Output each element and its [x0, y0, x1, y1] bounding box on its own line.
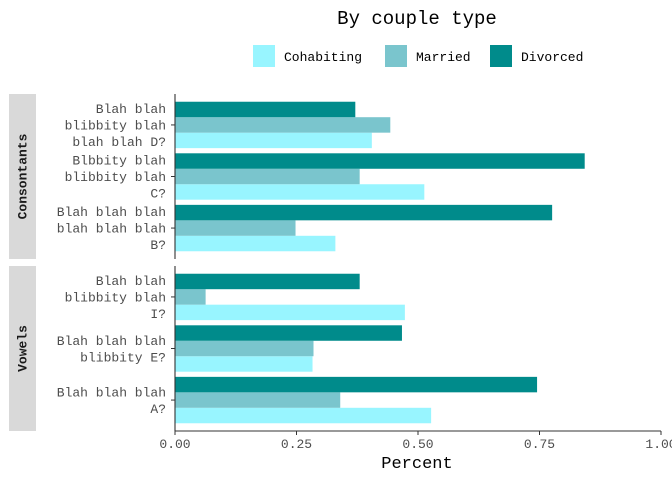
legend-label-married: Married: [416, 50, 471, 65]
x-tick-label: 0.00: [159, 437, 190, 452]
x-tick-label: 0.50: [402, 437, 433, 452]
category-label: blibbity blah: [65, 290, 166, 305]
facet-strip-label: Vowels: [16, 325, 31, 372]
bar-married: [175, 220, 296, 236]
category-label: Blah blah: [96, 274, 166, 289]
bar-divorced: [175, 376, 538, 393]
category-label: C?: [150, 187, 166, 202]
legend: Cohabiting Married Divorced: [253, 45, 583, 67]
category-label: blibbity blah: [65, 118, 166, 133]
bar-cohabiting: [175, 356, 313, 372]
category-label: Blah blah blah: [57, 334, 166, 349]
chart-title: By couple type: [337, 8, 497, 30]
bar-divorced: [175, 325, 402, 341]
bar-cohabiting: [175, 235, 336, 252]
x-tick-label: 0.25: [281, 437, 312, 452]
legend-swatch-cohabiting: [253, 45, 275, 67]
category-label: Blbbity blah: [72, 154, 166, 169]
facet-strip: [9, 94, 36, 259]
category-label: blah blah blah: [57, 222, 166, 237]
category-label: Blah blah blah: [57, 385, 166, 400]
category-label: Blah blah: [96, 102, 166, 117]
facet-strip: [9, 266, 36, 431]
bar-divorced: [175, 204, 553, 221]
bar-cohabiting: [175, 184, 425, 200]
bar-married: [175, 392, 341, 408]
x-axis: 0.00 0.25 0.50 0.75 1.00: [159, 430, 672, 452]
bar-cohabiting: [175, 132, 372, 149]
bar-cohabiting: [175, 407, 432, 424]
legend-swatch-divorced: [490, 45, 512, 67]
bar-married: [175, 340, 314, 357]
legend-label-divorced: Divorced: [521, 50, 583, 65]
bar-divorced: [175, 101, 356, 118]
legend-label-cohabiting: Cohabiting: [284, 50, 362, 65]
bar-married: [175, 289, 206, 305]
facet-strip-label: Consontants: [16, 133, 31, 219]
category-label: Blah blah blah: [57, 205, 166, 220]
bar-married: [175, 168, 360, 185]
category-label: A?: [150, 402, 166, 417]
bar-divorced: [175, 153, 585, 169]
x-tick-label: 0.75: [524, 437, 555, 452]
category-label: blibbity E?: [80, 350, 166, 365]
category-label: blibbity blah: [65, 170, 166, 185]
legend-swatch-married: [385, 45, 407, 67]
category-label: I?: [150, 307, 166, 322]
category-label: blah blah D?: [72, 135, 166, 150]
bar-married: [175, 117, 391, 133]
bar-cohabiting: [175, 304, 405, 321]
x-axis-title: Percent: [381, 455, 452, 474]
category-label: B?: [150, 238, 166, 253]
bar-divorced: [175, 273, 360, 290]
x-tick-label: 1.00: [645, 437, 672, 452]
